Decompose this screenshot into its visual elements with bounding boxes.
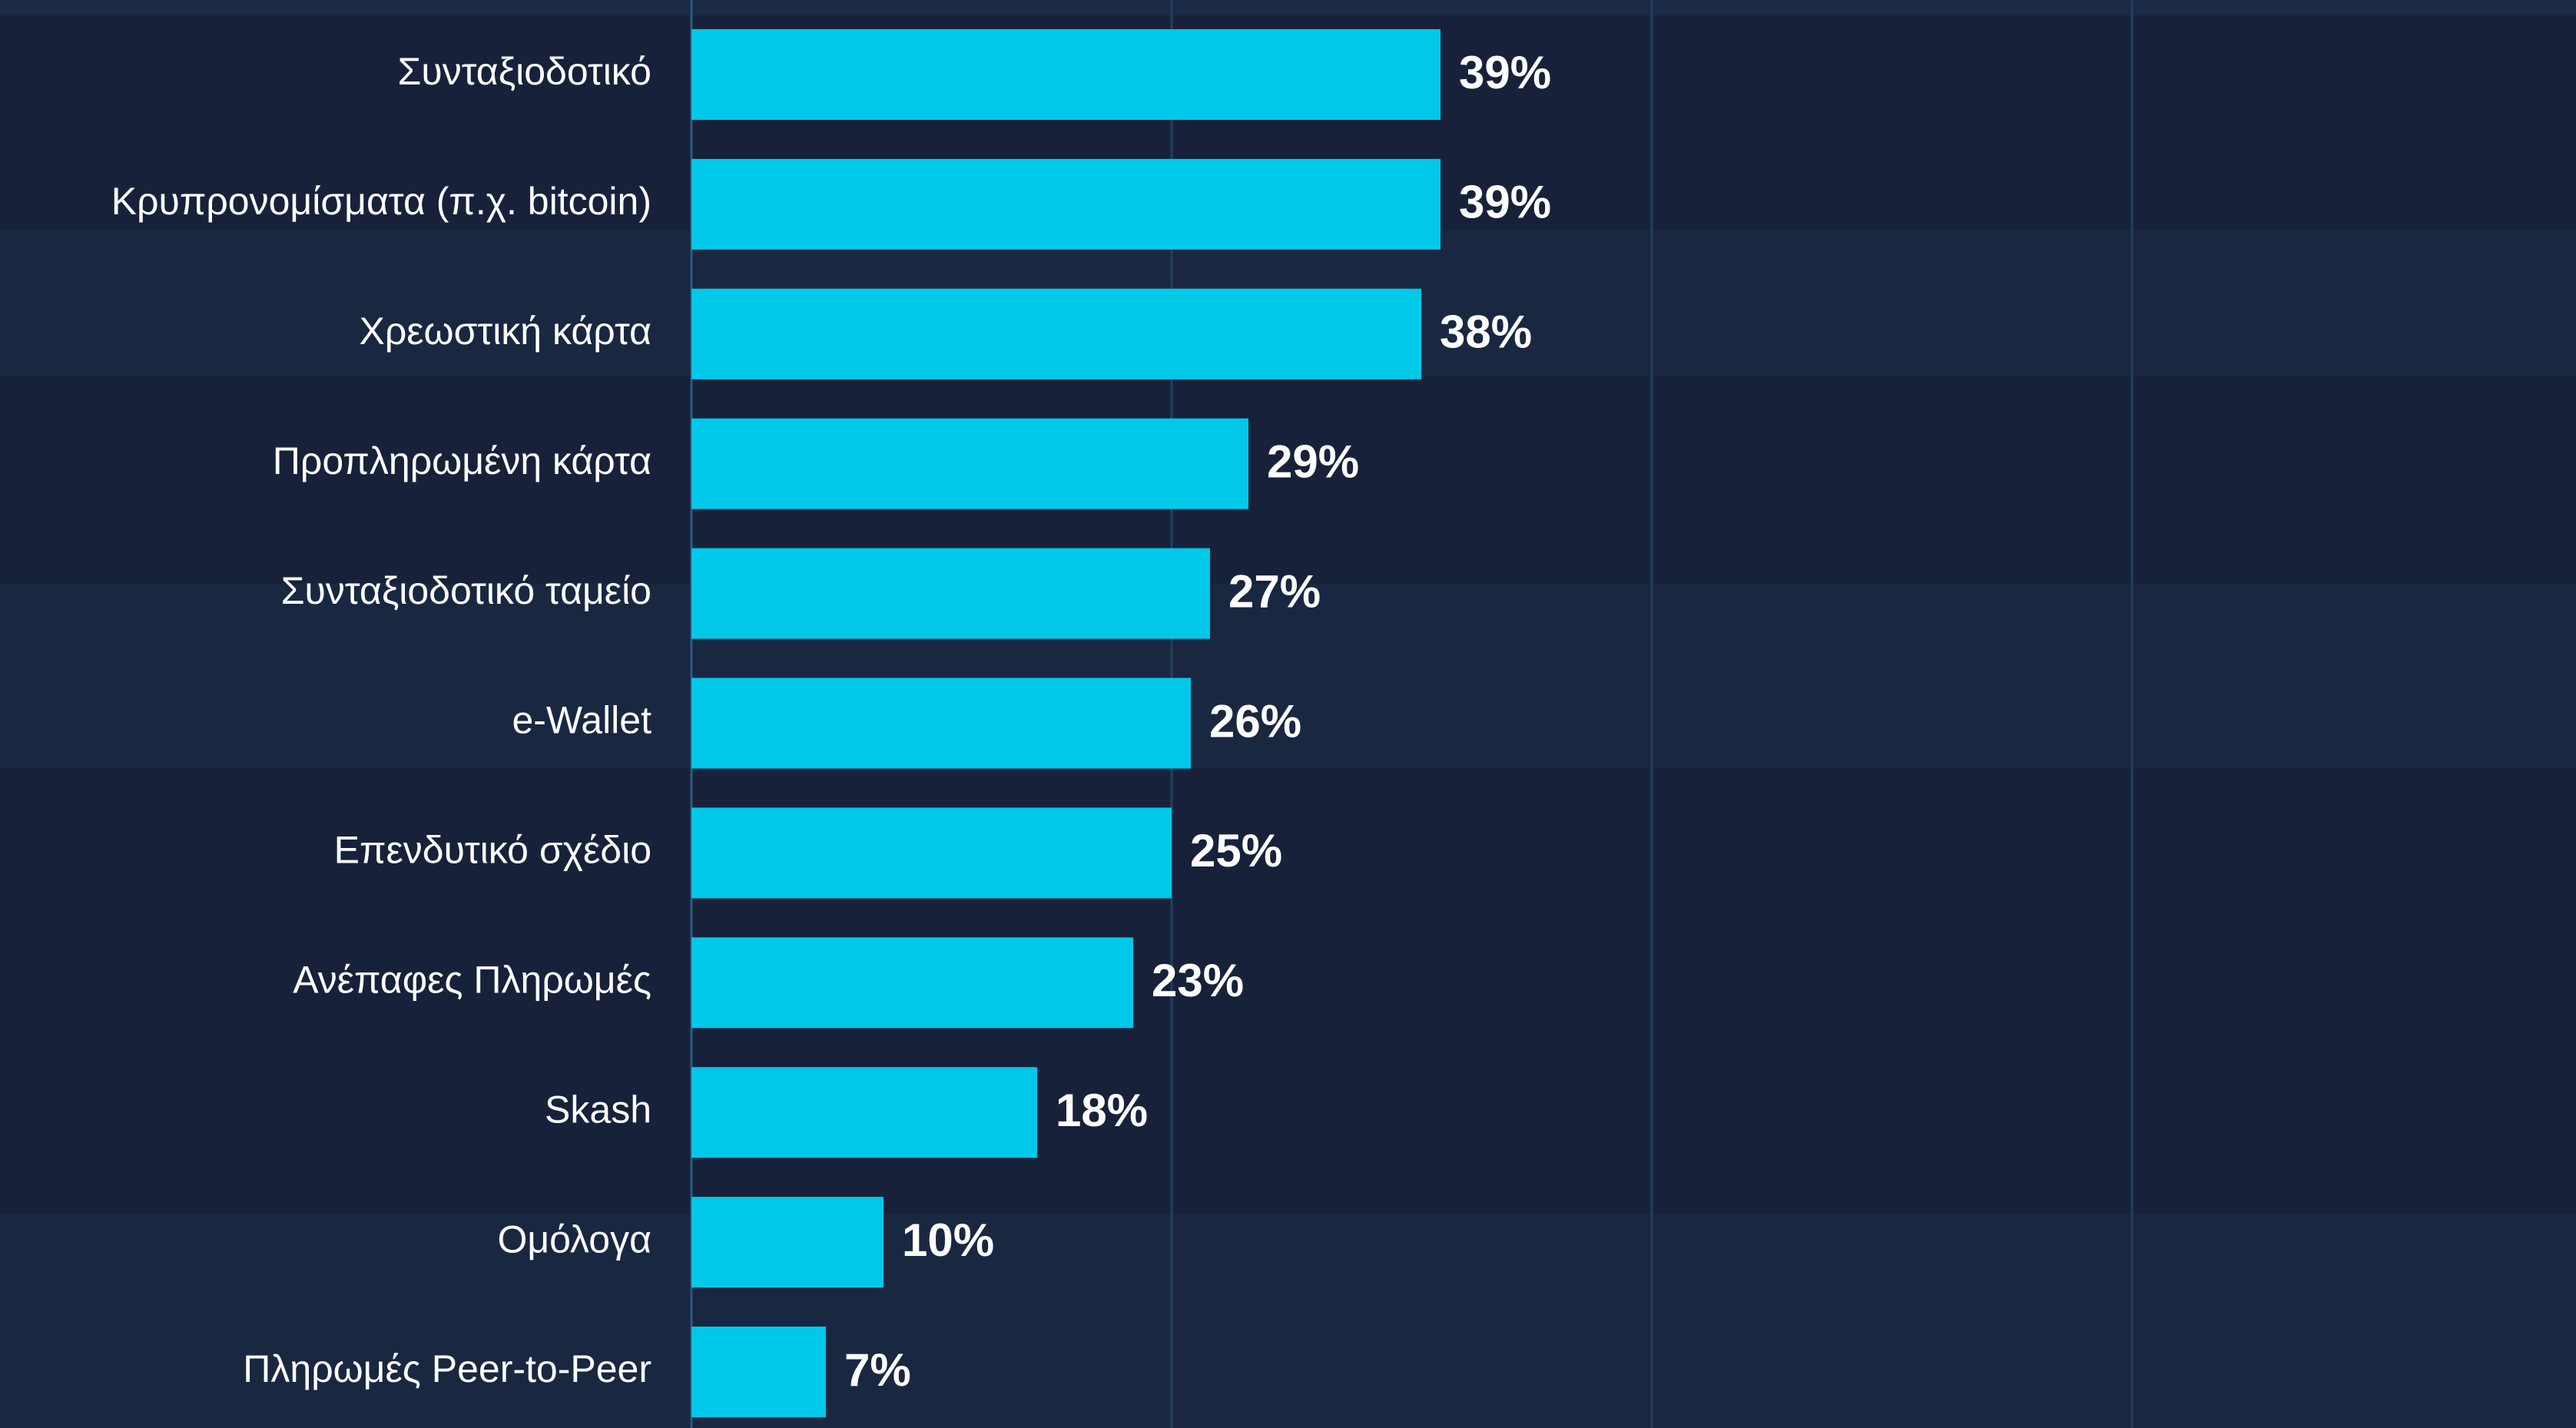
background-band [0, 1214, 2576, 1428]
y-tick-label: Ανέπαφες Πληρωμές [293, 959, 651, 1002]
bar [691, 29, 1441, 120]
y-tick-label: Προπληρωμένη κάρτα [273, 439, 651, 482]
bar [691, 1197, 884, 1287]
chart: Συνταξιοδοτικό 39% Κρυπρονομίσματα (π.χ. b… [0, 0, 2576, 1428]
value-label: 29% [1267, 436, 1359, 488]
y-tick-label: Πληρωμές Peer-to-Peer [243, 1347, 651, 1390]
value-label: 18% [1056, 1085, 1148, 1136]
value-label: 23% [1152, 955, 1244, 1006]
value-label: 27% [1228, 565, 1321, 617]
y-tick-label: Επενδυτικό σχέδιο [334, 829, 651, 872]
y-tick-label: Ομόλογα [497, 1218, 651, 1261]
bar [691, 1327, 826, 1417]
y-tick-label: Κρυπρονομίσματα (π.χ. bitcoin) [111, 180, 651, 223]
bar [691, 807, 1172, 898]
value-label: 38% [1440, 306, 1532, 358]
y-tick-label: Συνταξιοδοτικό [398, 50, 652, 93]
bar [691, 937, 1133, 1028]
bar [691, 159, 1441, 250]
value-label: 26% [1209, 695, 1301, 747]
y-tick-label: Skash [545, 1088, 651, 1131]
y-tick-label: e-Wallet [512, 699, 651, 742]
bar [691, 678, 1191, 769]
value-label: 39% [1459, 47, 1551, 98]
bar [691, 1067, 1037, 1158]
bar [691, 289, 1421, 379]
bar [691, 548, 1210, 639]
value-label: 10% [902, 1214, 994, 1266]
y-tick-label: Συνταξιοδοτικό ταμείο [281, 569, 651, 612]
value-label: 25% [1190, 825, 1282, 876]
page: {"chart_data": {"type": "bar", "orientat… [0, 0, 2576, 1428]
value-label: 7% [844, 1344, 911, 1396]
bar [691, 419, 1248, 509]
value-label: 39% [1459, 177, 1551, 228]
y-tick-label: Χρεωστική κάρτα [359, 310, 651, 353]
background-band [0, 0, 2576, 15]
